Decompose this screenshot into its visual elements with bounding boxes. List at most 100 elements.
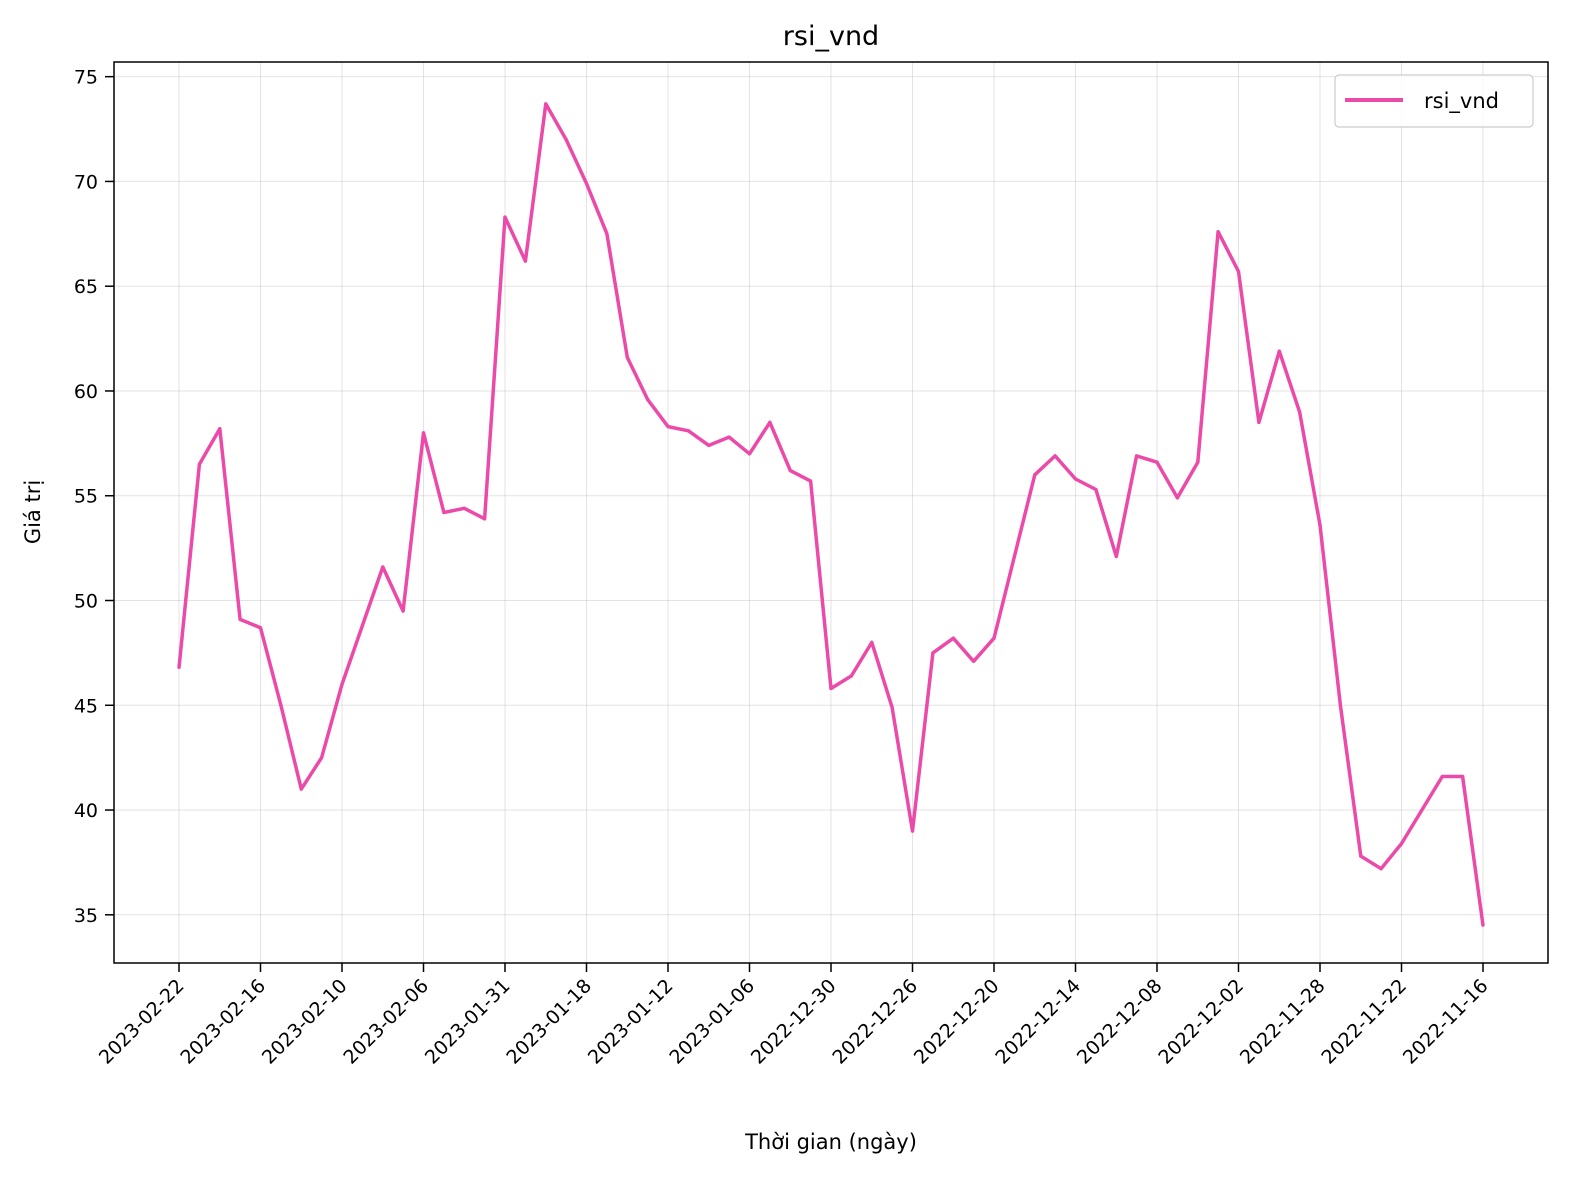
data-point <box>1175 496 1179 500</box>
data-point <box>1033 473 1037 477</box>
legend-box <box>1334 74 1534 128</box>
data-point <box>177 665 181 670</box>
data-point <box>1440 774 1444 779</box>
data-point <box>483 517 487 521</box>
data-point <box>890 705 894 709</box>
data-point <box>584 181 589 186</box>
y-tick-label: 60 <box>74 381 98 403</box>
data-point <box>992 636 996 640</box>
data-point <box>1277 349 1281 353</box>
y-tick-label: 55 <box>74 486 98 508</box>
data-point <box>421 431 426 435</box>
data-point <box>1420 808 1424 812</box>
data-point <box>1094 487 1098 492</box>
data-point <box>401 609 405 613</box>
data-point <box>340 682 344 686</box>
x-tick-label: 2022-12-30 <box>747 975 841 1069</box>
data-point <box>238 617 242 621</box>
grid-lines <box>114 62 1548 963</box>
series-layer <box>177 102 1485 927</box>
data-point <box>299 787 303 791</box>
x-tick-label: 2022-12-26 <box>828 975 922 1069</box>
data-point <box>1338 703 1342 707</box>
x-tick-label: 2022-12-08 <box>1073 975 1167 1069</box>
legend-label: rsi_vnd <box>1424 89 1499 114</box>
data-point <box>625 355 629 360</box>
data-point <box>1461 774 1465 779</box>
data-point <box>544 102 548 106</box>
x-axis-label: Thời gian (ngày) <box>744 1130 917 1154</box>
data-point <box>768 420 772 424</box>
data-point <box>1257 420 1261 424</box>
legend: rsi_vnd <box>1334 74 1534 128</box>
data-point <box>727 435 731 439</box>
data-point <box>218 427 222 431</box>
data-point <box>442 510 446 515</box>
chart-title: rsi_vnd <box>783 21 879 52</box>
data-point <box>503 215 507 219</box>
data-point <box>1318 523 1322 527</box>
y-tick-label: 65 <box>74 276 98 298</box>
data-point <box>1135 454 1139 458</box>
x-tick-label: 2023-01-12 <box>584 975 678 1069</box>
data-point <box>1216 230 1220 234</box>
x-tick-label: 2022-11-22 <box>1317 975 1411 1069</box>
data-point <box>707 443 711 448</box>
y-tick-label: 75 <box>74 67 98 89</box>
data-point <box>1236 269 1241 274</box>
x-tick-label: 2022-12-20 <box>910 975 1004 1069</box>
data-point <box>1012 554 1016 559</box>
data-point <box>1053 454 1057 458</box>
data-point <box>1359 854 1363 858</box>
data-point <box>951 636 955 640</box>
x-tick-label: 2022-11-16 <box>1399 975 1493 1069</box>
data-point <box>686 429 690 433</box>
data-point <box>788 468 792 473</box>
data-point <box>279 703 283 707</box>
data-point <box>1379 867 1383 871</box>
x-tick-label: 2023-02-22 <box>95 975 189 1069</box>
data-point <box>931 651 935 655</box>
y-tick-label: 50 <box>74 591 98 613</box>
data-point <box>1155 460 1159 464</box>
data-point <box>462 506 466 510</box>
data-point <box>870 640 874 645</box>
data-point <box>381 565 385 569</box>
data-point <box>646 397 650 401</box>
data-point <box>360 624 364 628</box>
data-point <box>666 424 670 429</box>
y-tick-label: 45 <box>74 695 98 717</box>
data-point <box>197 462 201 466</box>
y-tick-label: 35 <box>74 905 98 927</box>
x-tick-label: 2023-01-31 <box>421 975 515 1069</box>
data-point <box>829 686 833 691</box>
y-axis: 35 40 45 50 55 60 65 70 75 <box>74 67 114 927</box>
data-point <box>605 232 609 236</box>
data-point <box>1073 477 1078 481</box>
x-tick-label: 2023-02-06 <box>339 975 433 1069</box>
data-point <box>972 659 976 663</box>
data-point <box>910 829 915 833</box>
x-tick-label: 2022-12-14 <box>991 975 1085 1069</box>
data-point <box>258 626 263 630</box>
data-point <box>1399 841 1404 846</box>
x-tick-label: 2023-01-06 <box>665 975 759 1069</box>
data-point <box>849 674 853 678</box>
data-point <box>1481 923 1485 927</box>
data-point <box>523 259 527 263</box>
y-tick-label: 70 <box>74 171 98 193</box>
x-tick-label: 2022-12-02 <box>1154 975 1248 1069</box>
y-tick-label: 40 <box>74 800 98 822</box>
data-point <box>320 756 324 760</box>
x-tick-label: 2023-02-16 <box>176 975 270 1069</box>
x-tick-label: 2023-02-10 <box>258 975 352 1069</box>
data-point <box>1114 554 1118 559</box>
data-point <box>564 137 568 142</box>
data-point <box>1298 410 1302 414</box>
data-point <box>1196 460 1200 464</box>
x-tick-label: 2022-11-28 <box>1236 975 1330 1069</box>
y-axis-label: Giá trị <box>21 480 45 544</box>
x-tick-label: 2023-01-18 <box>502 975 596 1069</box>
x-axis: 2023-02-222023-02-162023-02-102023-02-06… <box>95 963 1493 1069</box>
